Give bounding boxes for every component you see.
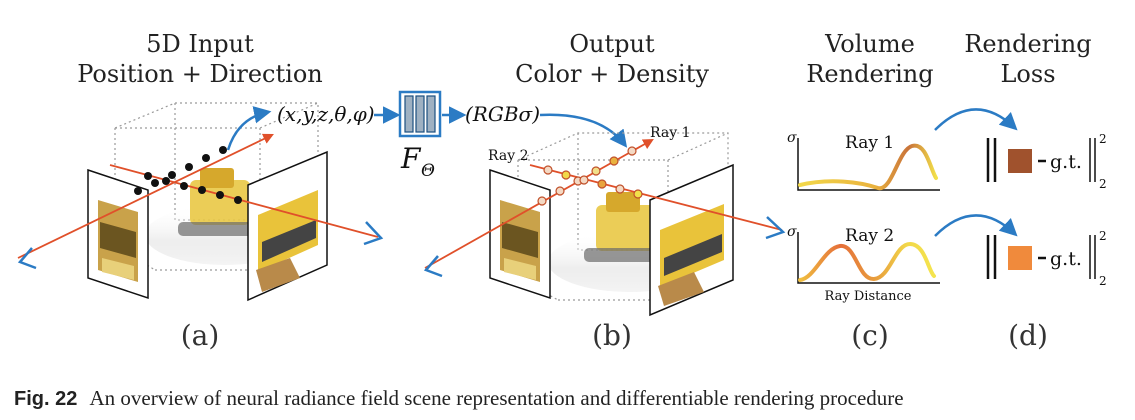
- plot1-to-loss-arrow: [934, 108, 1018, 131]
- network-layer-2: [415, 95, 425, 133]
- output-arrow-b: [539, 113, 628, 148]
- loss-ray2: g.t. 2 2: [986, 229, 1107, 288]
- panel-b-title-line2: Color + Density: [515, 60, 709, 88]
- ray-end-arrows-a: [17, 221, 384, 270]
- panel-b: Output Color + Density (RGBσ): [423, 30, 786, 352]
- panel-d-title-line2: Loss: [1000, 60, 1055, 88]
- image-plane-right-a: [247, 150, 328, 302]
- plot1-sigma: σ: [787, 130, 797, 146]
- image-plane-left-b: [489, 168, 551, 300]
- plot1-density-curve: [798, 143, 938, 191]
- sample-points-a: [134, 146, 242, 204]
- panel-c-label: (c): [851, 319, 889, 352]
- network-f-theta: F Θ: [398, 90, 467, 181]
- plot1-axes: [797, 138, 940, 191]
- plot2-sigma: σ: [787, 224, 797, 240]
- plot2-to-loss-arrow: [934, 214, 1018, 237]
- panel-d-title-line1: Rendering: [964, 30, 1091, 58]
- plot2-density-curve: [798, 241, 936, 282]
- panel-a-title-line2: Position + Direction: [77, 60, 322, 88]
- figure-caption-text: An overview of neural radiance field sce…: [89, 386, 904, 410]
- density-plot-ray2: σ Ray 2 Ray Distance: [787, 224, 940, 304]
- panel-d-label: (d): [1008, 319, 1048, 352]
- plot2-x-axis-label: Ray Distance: [825, 289, 912, 304]
- loss-ray1: g.t. 2 2: [986, 132, 1107, 191]
- panel-c-title-line2: Rendering: [806, 60, 933, 88]
- plot2-axes: [797, 232, 940, 284]
- panel-d: Rendering Loss g.t. 2 2 g.t. 2 2 (d): [964, 30, 1106, 352]
- panel-c-title-line1: Volume: [824, 30, 915, 58]
- ray-end-arrows-b: [423, 216, 786, 278]
- image-plane-right-b: [649, 163, 734, 317]
- input-arrow-a: [226, 106, 272, 151]
- loss1-color-swatch: [1008, 149, 1032, 173]
- ray2-label-b: Ray 2: [488, 148, 528, 164]
- output-tuple: (RGBσ): [465, 102, 540, 126]
- loss1-subscript: 2: [1099, 177, 1107, 191]
- figure-label: Fig. 22: [14, 388, 78, 410]
- plot1-ray-label: Ray 1: [845, 133, 894, 153]
- loss2-exponent: 2: [1099, 229, 1107, 243]
- network-layer-3: [426, 95, 436, 133]
- rays-a: [17, 133, 379, 259]
- panel-a-label: (a): [181, 319, 220, 352]
- figure-caption: Fig. 22 An overview of neural radiance f…: [14, 386, 1129, 411]
- panel-c: Volume Rendering σ Ray 1 σ Ray 2 Ray Dis…: [787, 30, 940, 352]
- network-subscript: Θ: [421, 161, 435, 181]
- panel-a: 5D Input Position + Direction: [17, 30, 401, 352]
- input-tuple: (x,y,z,θ,φ): [277, 102, 375, 126]
- network-layer-1: [404, 95, 414, 133]
- loss1-gt: g.t.: [1050, 151, 1082, 173]
- network-symbol: F: [400, 142, 422, 175]
- loss2-color-swatch: [1008, 246, 1032, 270]
- panel-b-title-line1: Output: [569, 30, 655, 58]
- plot2-ray-label: Ray 2: [845, 226, 894, 246]
- loss2-gt: g.t.: [1050, 248, 1082, 270]
- ray1-label-b: Ray 1: [650, 125, 690, 141]
- panel-b-label: (b): [592, 319, 632, 352]
- panel-a-title-line1: 5D Input: [146, 30, 254, 58]
- density-plot-ray1: σ Ray 1: [787, 130, 940, 191]
- sample-points-b: [537, 146, 643, 206]
- loss1-exponent: 2: [1099, 132, 1107, 146]
- loss2-subscript: 2: [1099, 274, 1107, 288]
